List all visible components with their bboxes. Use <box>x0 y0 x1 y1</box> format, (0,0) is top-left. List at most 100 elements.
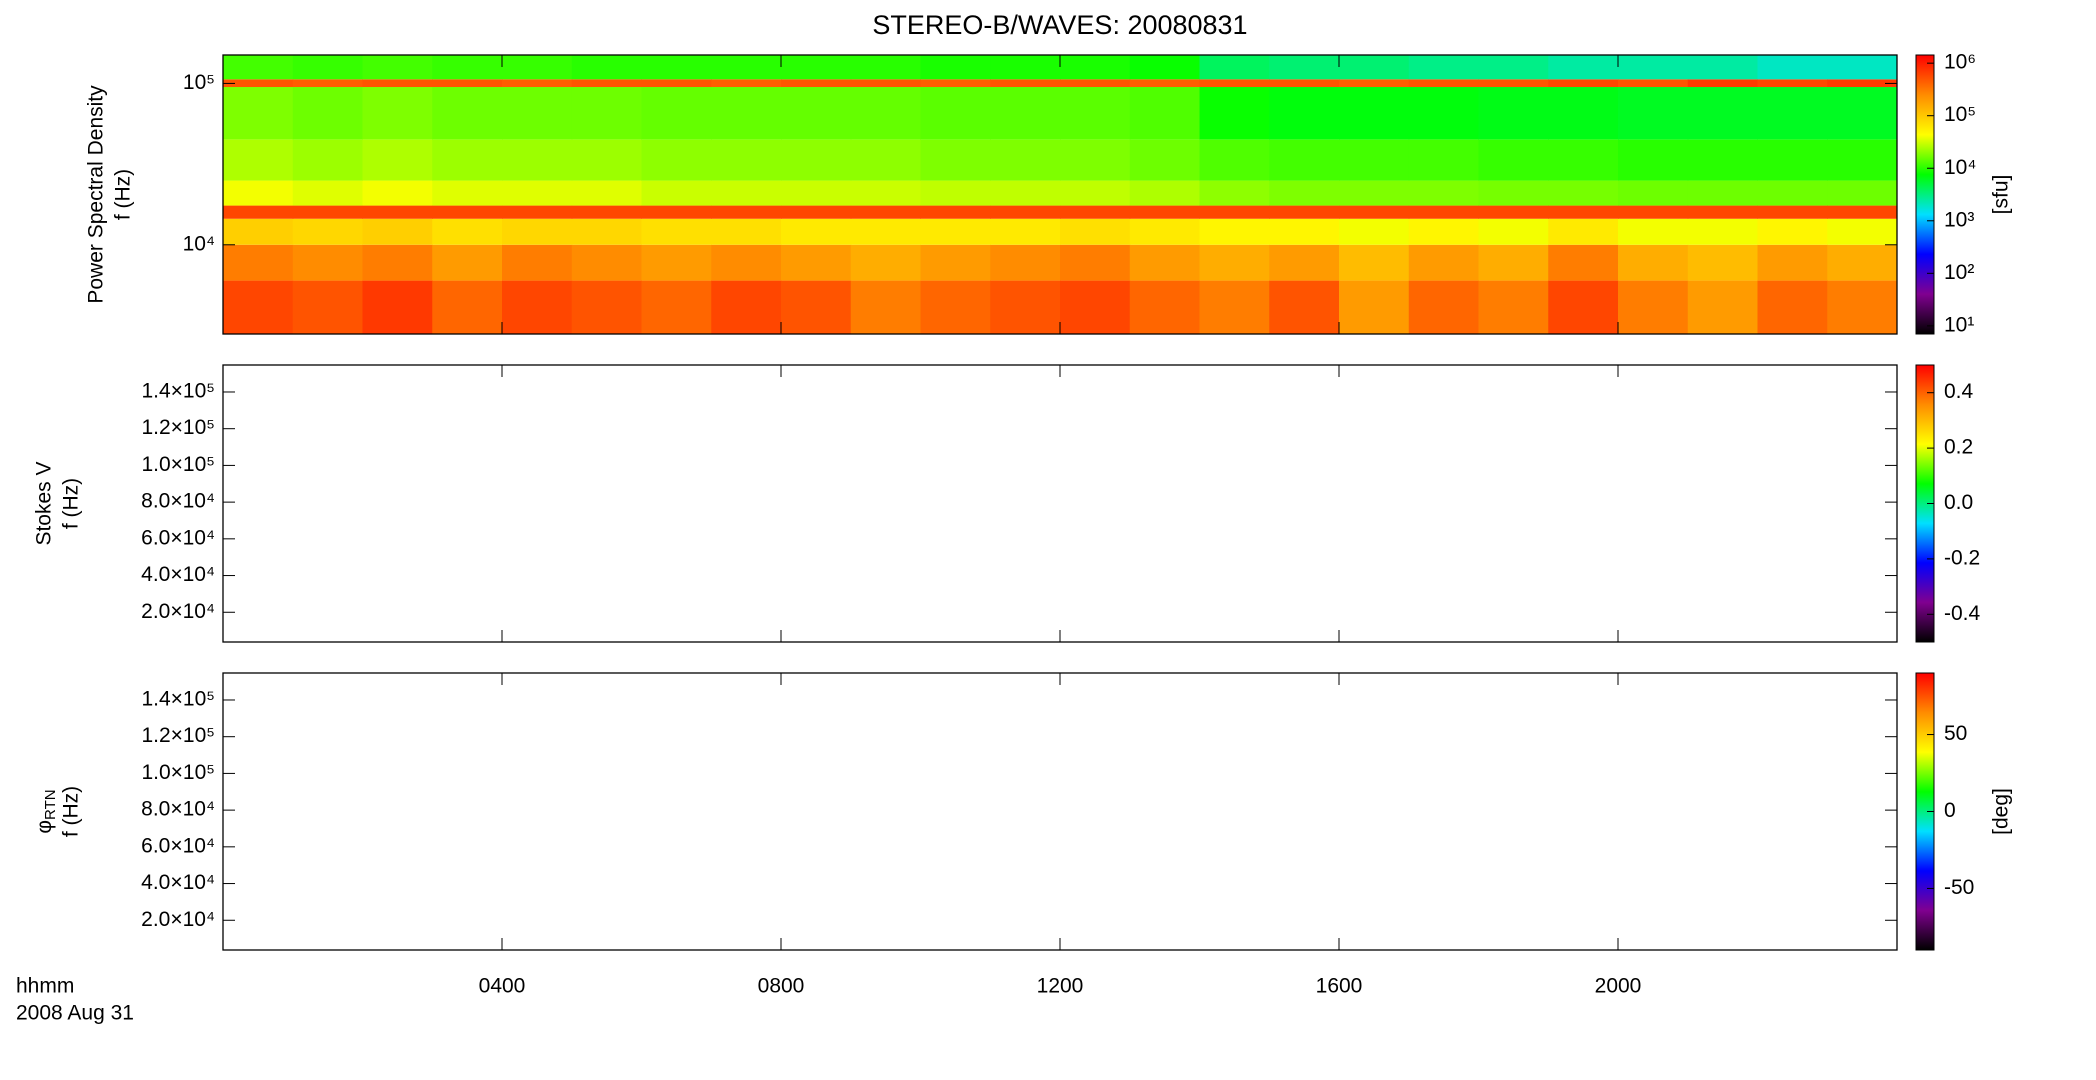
heatmap-cell <box>1478 79 1549 88</box>
heatmap-cell <box>1618 139 1689 181</box>
heatmap-cell <box>571 280 642 334</box>
heatmap-cell <box>292 87 363 140</box>
heatmap-cell <box>1687 79 1758 88</box>
y-axis-label: φRTN <box>33 789 59 833</box>
colorbar <box>1915 54 1935 335</box>
y-axis-label: f (Hz) <box>60 786 83 837</box>
heatmap-cell <box>1269 244 1340 281</box>
heatmap-cell <box>1478 55 1549 80</box>
heatmap-cell <box>223 139 294 181</box>
heatmap-cell <box>502 55 573 80</box>
heatmap-cell <box>990 139 1061 181</box>
heatmap-cell <box>1618 180 1689 206</box>
heatmap-cell <box>502 244 573 281</box>
heatmap-cell <box>1199 205 1270 219</box>
heatmap-cell <box>223 180 294 206</box>
x-tick-label: 1200 <box>1037 975 1084 998</box>
y-axis-symbol: φ <box>33 820 56 834</box>
heatmap-cell <box>432 139 503 181</box>
heatmap-cell <box>1129 280 1200 334</box>
colorbar-tick-label: 0.0 <box>1944 491 1973 514</box>
heatmap-cell <box>1757 244 1828 281</box>
heatmap-cell <box>781 280 852 334</box>
heatmap-cell <box>1408 244 1479 281</box>
heatmap-cell <box>1269 180 1340 206</box>
heatmap-cell <box>920 55 991 80</box>
heatmap-cell <box>1339 87 1410 140</box>
heatmap-cell <box>1199 280 1270 334</box>
heatmap-cell <box>223 244 294 281</box>
y-tick-label: 1.0×10⁵ <box>141 453 215 476</box>
heatmap-cell <box>850 87 921 140</box>
heatmap-cell <box>362 87 433 140</box>
heatmap-cell <box>502 139 573 181</box>
heatmap-cell <box>641 79 712 88</box>
heatmap-cell <box>362 180 433 206</box>
heatmap-cell <box>362 280 433 334</box>
heatmap-cell <box>1757 218 1828 245</box>
heatmap-cell <box>781 205 852 219</box>
heatmap-cell <box>1757 139 1828 181</box>
heatmap-cell <box>990 180 1061 206</box>
y-tick-label: 10⁵ <box>183 71 215 94</box>
heatmap-cell <box>1199 55 1270 80</box>
colorbar-tick-label: 10⁴ <box>1944 156 1976 179</box>
colorbar-tick-label: 10⁶ <box>1944 51 1976 74</box>
colorbar-label: [sfu] <box>1990 175 2013 215</box>
heatmap-cell <box>1060 218 1131 245</box>
heatmap-cell <box>781 87 852 140</box>
heatmap-cell <box>1269 205 1340 219</box>
heatmap-cell <box>223 218 294 245</box>
heatmap-cell <box>1060 87 1131 140</box>
colorbar-tick-label: 0.4 <box>1944 380 1974 403</box>
heatmap-cell <box>1199 244 1270 281</box>
heatmap-cell <box>571 87 642 140</box>
heatmap-cell <box>990 244 1061 281</box>
heatmap-cell <box>362 244 433 281</box>
y-tick-label: 6.0×10⁴ <box>141 526 215 549</box>
heatmap-cell <box>223 55 294 80</box>
heatmap-cell <box>223 280 294 334</box>
y-tick-label: 8.0×10⁴ <box>141 490 215 513</box>
heatmap-cell <box>850 280 921 334</box>
heatmap-cell <box>920 205 991 219</box>
heatmap-cell <box>292 180 363 206</box>
heatmap-cell <box>1478 218 1549 245</box>
heatmap-cell <box>1199 218 1270 245</box>
heatmap-cell <box>432 87 503 140</box>
heatmap-cell <box>920 79 991 88</box>
heatmap-cell <box>850 205 921 219</box>
heatmap-cell <box>1199 139 1270 181</box>
heatmap-cell <box>641 87 712 140</box>
heatmap-cell <box>1618 87 1689 140</box>
heatmap-cell <box>641 205 712 219</box>
x-tick-label: 0800 <box>758 975 805 998</box>
heatmap-cell <box>1548 205 1619 219</box>
heatmap-cell <box>1478 139 1549 181</box>
heatmap-cell <box>1548 87 1619 140</box>
heatmap-cell <box>1757 87 1828 140</box>
heatmap-cell <box>1548 218 1619 245</box>
y-axis-label: f (Hz) <box>60 478 83 529</box>
heatmap-cell <box>1269 139 1340 181</box>
heatmap-cell <box>920 218 991 245</box>
heatmap-cell <box>502 218 573 245</box>
heatmap-cell <box>502 205 573 219</box>
heatmap-cell <box>1478 87 1549 140</box>
x-tick-label: 1600 <box>1316 975 1363 998</box>
heatmap-cell <box>711 55 782 80</box>
heatmap-cell <box>1618 218 1689 245</box>
heatmap-cell <box>1687 180 1758 206</box>
heatmap-cell <box>990 87 1061 140</box>
heatmap-cell <box>1548 55 1619 80</box>
heatmap-cell <box>1060 55 1131 80</box>
heatmap-cell <box>1827 87 1898 140</box>
heatmap-cell <box>920 180 991 206</box>
heatmap-cell <box>781 218 852 245</box>
heatmap-cell <box>711 87 782 140</box>
colorbar-tick-label: 10⁵ <box>1944 103 1976 126</box>
colorbar-tick-label: 0.2 <box>1944 436 1973 459</box>
heatmap-cell <box>1408 79 1479 88</box>
heatmap-cell <box>850 79 921 88</box>
heatmap-cell <box>1339 55 1410 80</box>
